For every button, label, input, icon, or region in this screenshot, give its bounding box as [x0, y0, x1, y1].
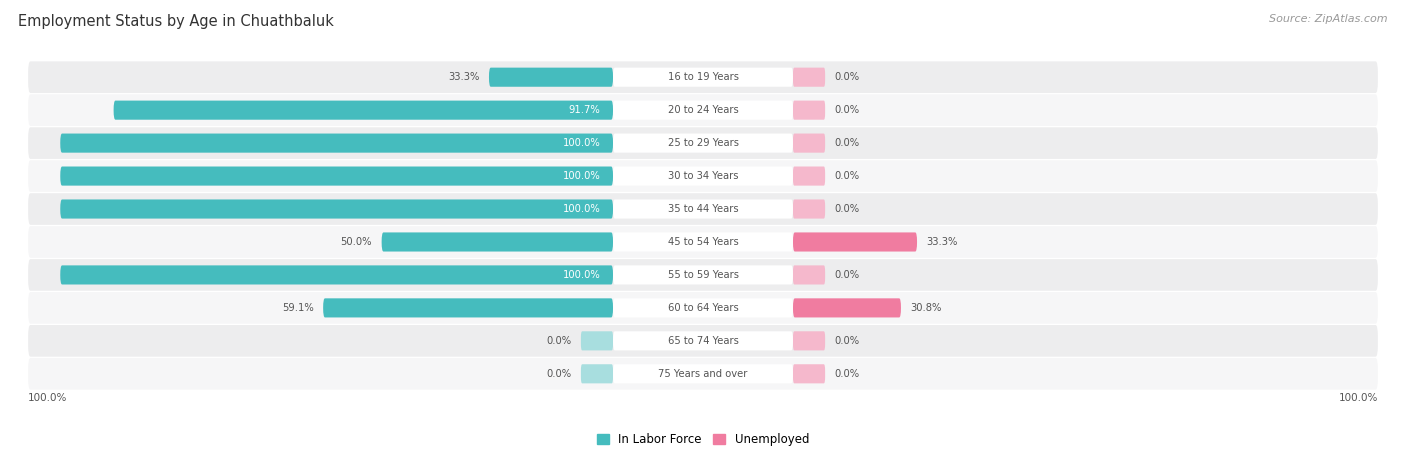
FancyBboxPatch shape: [613, 68, 793, 87]
FancyBboxPatch shape: [28, 193, 1378, 225]
FancyBboxPatch shape: [323, 299, 613, 318]
Text: 0.0%: 0.0%: [835, 369, 860, 379]
FancyBboxPatch shape: [60, 265, 613, 285]
FancyBboxPatch shape: [28, 325, 1378, 357]
Text: 35 to 44 Years: 35 to 44 Years: [668, 204, 738, 214]
Text: 65 to 74 Years: 65 to 74 Years: [668, 336, 738, 346]
FancyBboxPatch shape: [793, 232, 917, 252]
FancyBboxPatch shape: [28, 61, 1378, 93]
FancyBboxPatch shape: [613, 232, 793, 252]
Text: 100.0%: 100.0%: [1339, 392, 1378, 403]
Text: 100.0%: 100.0%: [562, 138, 600, 148]
FancyBboxPatch shape: [793, 133, 825, 152]
FancyBboxPatch shape: [793, 68, 825, 87]
Text: 59.1%: 59.1%: [281, 303, 314, 313]
FancyBboxPatch shape: [581, 364, 613, 383]
Text: 45 to 54 Years: 45 to 54 Years: [668, 237, 738, 247]
FancyBboxPatch shape: [613, 101, 793, 120]
FancyBboxPatch shape: [793, 299, 901, 318]
FancyBboxPatch shape: [28, 94, 1378, 126]
FancyBboxPatch shape: [60, 166, 613, 186]
Text: 30.8%: 30.8%: [911, 303, 942, 313]
FancyBboxPatch shape: [793, 101, 825, 120]
FancyBboxPatch shape: [28, 358, 1378, 390]
Text: 50.0%: 50.0%: [340, 237, 373, 247]
Text: 33.3%: 33.3%: [927, 237, 957, 247]
Text: 20 to 24 Years: 20 to 24 Years: [668, 105, 738, 115]
Text: 0.0%: 0.0%: [835, 138, 860, 148]
FancyBboxPatch shape: [613, 265, 793, 285]
FancyBboxPatch shape: [613, 364, 793, 383]
Text: 30 to 34 Years: 30 to 34 Years: [668, 171, 738, 181]
Legend: In Labor Force, Unemployed: In Labor Force, Unemployed: [598, 433, 808, 446]
Text: 0.0%: 0.0%: [835, 336, 860, 346]
Text: Employment Status by Age in Chuathbaluk: Employment Status by Age in Chuathbaluk: [18, 14, 335, 28]
Text: 60 to 64 Years: 60 to 64 Years: [668, 303, 738, 313]
FancyBboxPatch shape: [381, 232, 613, 252]
Text: 100.0%: 100.0%: [28, 392, 67, 403]
Text: 100.0%: 100.0%: [562, 204, 600, 214]
FancyBboxPatch shape: [489, 68, 613, 87]
FancyBboxPatch shape: [28, 160, 1378, 192]
Text: 0.0%: 0.0%: [546, 336, 571, 346]
FancyBboxPatch shape: [793, 364, 825, 383]
Text: 33.3%: 33.3%: [449, 72, 479, 82]
FancyBboxPatch shape: [613, 199, 793, 219]
FancyBboxPatch shape: [793, 199, 825, 219]
FancyBboxPatch shape: [28, 292, 1378, 324]
FancyBboxPatch shape: [613, 299, 793, 318]
Text: 100.0%: 100.0%: [562, 171, 600, 181]
FancyBboxPatch shape: [613, 133, 793, 152]
FancyBboxPatch shape: [581, 331, 613, 350]
Text: 0.0%: 0.0%: [835, 105, 860, 115]
FancyBboxPatch shape: [114, 101, 613, 120]
Text: 91.7%: 91.7%: [568, 105, 600, 115]
FancyBboxPatch shape: [60, 199, 613, 219]
FancyBboxPatch shape: [28, 259, 1378, 291]
Text: 0.0%: 0.0%: [835, 72, 860, 82]
FancyBboxPatch shape: [613, 166, 793, 186]
Text: 100.0%: 100.0%: [562, 270, 600, 280]
FancyBboxPatch shape: [793, 265, 825, 285]
FancyBboxPatch shape: [28, 226, 1378, 258]
FancyBboxPatch shape: [28, 127, 1378, 159]
Text: 0.0%: 0.0%: [835, 204, 860, 214]
Text: Source: ZipAtlas.com: Source: ZipAtlas.com: [1270, 14, 1388, 23]
FancyBboxPatch shape: [613, 331, 793, 350]
Text: 75 Years and over: 75 Years and over: [658, 369, 748, 379]
Text: 16 to 19 Years: 16 to 19 Years: [668, 72, 738, 82]
FancyBboxPatch shape: [793, 166, 825, 186]
Text: 0.0%: 0.0%: [835, 270, 860, 280]
Text: 25 to 29 Years: 25 to 29 Years: [668, 138, 738, 148]
Text: 0.0%: 0.0%: [546, 369, 571, 379]
FancyBboxPatch shape: [60, 133, 613, 152]
Text: 55 to 59 Years: 55 to 59 Years: [668, 270, 738, 280]
FancyBboxPatch shape: [793, 331, 825, 350]
Text: 0.0%: 0.0%: [835, 171, 860, 181]
